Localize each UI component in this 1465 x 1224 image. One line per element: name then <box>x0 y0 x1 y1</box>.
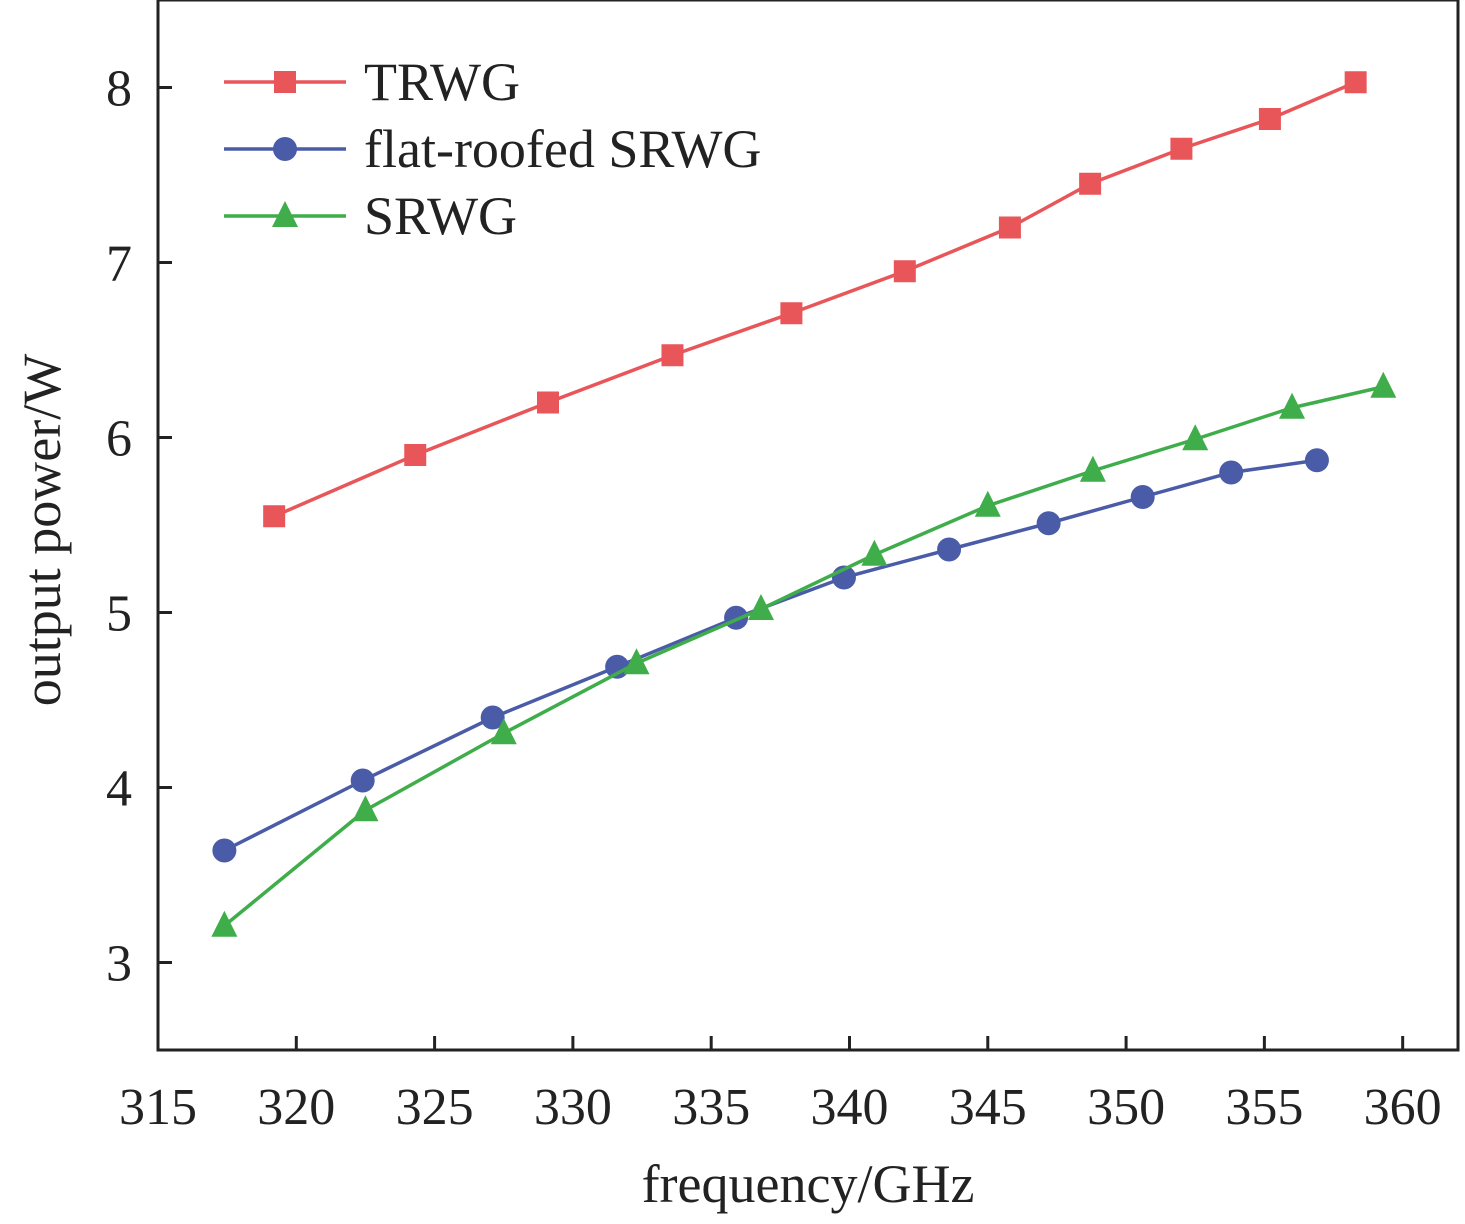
y-tick-label: 4 <box>106 761 132 818</box>
data-point-srwg <box>1279 392 1306 419</box>
plot-frame <box>156 0 1460 1052</box>
data-point-srwg <box>211 910 238 937</box>
data-point-flat-roofed-srwg <box>937 537 962 562</box>
data-point-trwg <box>661 344 684 367</box>
legend: TRWG flat-roofed SRWG SRWG <box>224 52 761 246</box>
legend-item-srwg: SRWG <box>224 186 517 246</box>
legend-item-flat-roofed-srwg: flat-roofed SRWG <box>224 119 761 179</box>
legend-item-trwg: TRWG <box>224 52 520 112</box>
data-point-trwg <box>998 216 1021 239</box>
data-point-flat-roofed-srwg <box>212 838 237 863</box>
x-tick-label: 325 <box>396 1079 474 1136</box>
data-point-flat-roofed-srwg <box>1304 448 1329 473</box>
data-point-srwg <box>1182 424 1209 451</box>
data-point-trwg <box>1079 172 1102 195</box>
series-layer <box>211 71 1397 937</box>
series-flat-roofed-srwg <box>212 448 1329 863</box>
x-tick-label: 345 <box>949 1079 1027 1136</box>
data-point-trwg <box>1170 137 1193 160</box>
data-point-trwg <box>1344 71 1367 94</box>
x-axis-title: frequency/GHz <box>642 1154 975 1214</box>
data-point-flat-roofed-srwg <box>1130 485 1155 509</box>
x-tick-label: 320 <box>257 1079 335 1136</box>
y-tick-label: 6 <box>106 411 132 468</box>
y-tick-label: 5 <box>106 586 132 643</box>
x-tick-label: 355 <box>1225 1079 1303 1136</box>
legend-label: flat-roofed SRWG <box>364 119 761 179</box>
x-axis-ticks: 315 320 325 330 335 340 345 350 355 360 <box>119 1036 1442 1136</box>
legend-label: TRWG <box>364 52 520 112</box>
y-axis-ticks: 3 4 5 6 7 8 <box>106 61 172 993</box>
series-srwg <box>211 371 1397 937</box>
data-point-trwg <box>893 260 916 283</box>
data-point-srwg <box>490 718 517 745</box>
data-point-srwg <box>974 490 1001 517</box>
data-point-trwg <box>263 505 286 528</box>
data-point-srwg <box>1079 455 1106 482</box>
x-tick-label: 335 <box>672 1079 750 1136</box>
legend-marker <box>272 201 298 227</box>
data-point-flat-roofed-srwg <box>480 705 505 730</box>
x-tick-label: 350 <box>1087 1079 1165 1136</box>
data-point-srwg <box>352 795 379 822</box>
data-point-srwg <box>747 594 774 620</box>
x-tick-label: 340 <box>810 1079 888 1136</box>
data-point-trwg <box>537 391 559 414</box>
data-point-flat-roofed-srwg <box>350 768 375 793</box>
series-trwg <box>263 71 1367 528</box>
y-tick-label: 7 <box>106 236 132 293</box>
data-point-trwg <box>1258 108 1281 130</box>
data-point-srwg <box>861 539 888 566</box>
data-point-flat-roofed-srwg <box>605 654 630 679</box>
legend-marker <box>274 71 296 93</box>
data-point-srwg <box>1370 371 1397 398</box>
y-axis-title: output power/W <box>12 354 72 706</box>
series-line-srwg <box>223 385 1384 928</box>
y-tick-label: 8 <box>106 61 132 118</box>
x-tick-label: 315 <box>119 1079 197 1136</box>
data-point-trwg <box>780 302 803 325</box>
series-line-flat-roofed-srwg <box>223 458 1318 853</box>
y-tick-label: 3 <box>106 936 132 993</box>
x-tick-label: 330 <box>534 1079 612 1136</box>
data-point-trwg <box>404 444 427 466</box>
legend-label: SRWG <box>364 186 517 246</box>
x-tick-label: 360 <box>1364 1079 1442 1136</box>
data-point-flat-roofed-srwg <box>1219 460 1244 485</box>
data-point-flat-roofed-srwg <box>1036 511 1061 536</box>
legend-marker <box>273 137 297 161</box>
data-point-srwg <box>623 648 650 675</box>
